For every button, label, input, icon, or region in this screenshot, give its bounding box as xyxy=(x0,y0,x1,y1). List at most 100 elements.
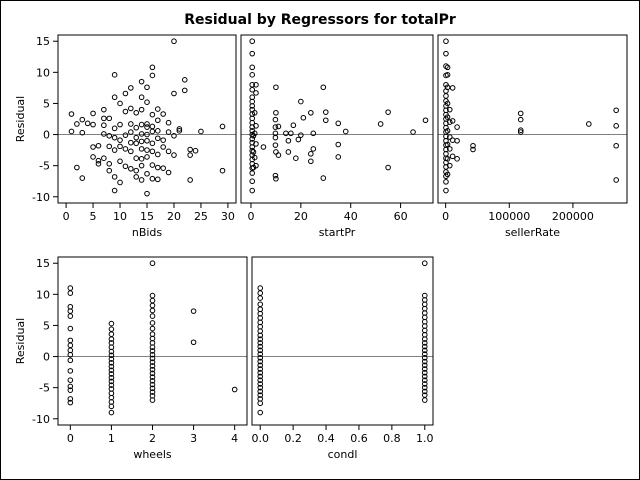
data-point xyxy=(444,171,451,178)
data-point xyxy=(273,109,279,116)
data-point xyxy=(68,128,75,135)
data-point xyxy=(257,392,264,398)
data-point xyxy=(449,118,456,124)
data-point xyxy=(149,381,156,388)
data-point xyxy=(257,301,264,308)
data-point xyxy=(101,122,107,129)
data-point xyxy=(449,85,456,91)
data-point xyxy=(67,342,74,349)
y-axis-label: Residual xyxy=(14,318,27,364)
data-point xyxy=(308,151,314,157)
data-point xyxy=(272,124,279,130)
data-point xyxy=(138,131,145,137)
data-point xyxy=(190,308,197,314)
data-point xyxy=(272,134,279,141)
data-point xyxy=(446,106,453,113)
data-point xyxy=(154,128,161,134)
data-point xyxy=(160,165,166,171)
data-point xyxy=(444,100,451,107)
data-point xyxy=(385,164,391,171)
x-tick-label: 2 xyxy=(149,432,156,445)
y-tick-label: -10 xyxy=(32,413,50,426)
y-tick-label: 10 xyxy=(36,288,50,301)
data-point xyxy=(251,109,258,116)
y-tick-label: -5 xyxy=(39,382,50,395)
data-point xyxy=(443,179,449,185)
data-point xyxy=(249,136,256,142)
x-axis-label: condl xyxy=(328,448,358,461)
data-point xyxy=(108,348,115,355)
data-point xyxy=(149,307,156,314)
data-point xyxy=(133,134,140,141)
data-point xyxy=(108,378,115,385)
data-point xyxy=(176,126,183,132)
data-point xyxy=(253,123,259,129)
x-tick-label: 200000 xyxy=(552,210,594,223)
data-point xyxy=(257,358,264,365)
data-point xyxy=(410,129,416,135)
data-point xyxy=(176,128,183,134)
data-point xyxy=(149,292,156,299)
data-point xyxy=(149,348,156,354)
data-point xyxy=(257,343,264,350)
data-point xyxy=(285,149,292,155)
panel-nBids: 0 5 10 15 20 25 30 nBids -10 -5 0 5 10 15 Residual xyxy=(14,34,237,239)
data-point xyxy=(421,355,428,361)
data-point xyxy=(249,170,256,176)
data-point xyxy=(108,359,115,366)
data-point xyxy=(275,123,282,130)
data-point xyxy=(251,154,258,161)
data-point xyxy=(249,86,256,93)
y-tick-label: -10 xyxy=(32,191,50,204)
data-point xyxy=(90,154,96,160)
data-point xyxy=(108,382,115,388)
x-tick-label: 30 xyxy=(221,210,235,223)
data-point xyxy=(260,144,267,150)
data-point xyxy=(106,133,113,139)
data-point xyxy=(144,154,150,160)
data-point xyxy=(613,107,619,114)
data-point xyxy=(106,161,113,167)
y-tick-label: 5 xyxy=(43,319,50,332)
panel-startPr: 0 20 40 60 startPr xyxy=(240,34,434,239)
data-point xyxy=(272,116,279,123)
data-point xyxy=(293,155,299,161)
data-point xyxy=(298,132,304,138)
data-point xyxy=(257,362,264,369)
data-point xyxy=(613,123,619,129)
data-point xyxy=(144,121,150,127)
data-point xyxy=(95,142,102,149)
data-point xyxy=(149,64,156,71)
data-point xyxy=(257,336,264,342)
data-point xyxy=(335,141,342,148)
data-point xyxy=(111,174,118,180)
data-point xyxy=(108,371,115,377)
data-point xyxy=(165,148,172,155)
data-point xyxy=(138,138,145,145)
data-point xyxy=(187,146,193,153)
data-point xyxy=(154,151,161,158)
data-point xyxy=(257,384,264,391)
data-point xyxy=(443,187,449,194)
data-point xyxy=(295,136,302,143)
data-point xyxy=(421,366,428,372)
y-tick-label: -5 xyxy=(39,160,50,173)
data-point xyxy=(138,78,145,85)
data-point xyxy=(586,121,592,127)
data-point xyxy=(128,165,134,172)
data-point xyxy=(298,98,304,105)
data-point xyxy=(67,337,74,344)
data-point xyxy=(320,175,327,181)
data-point xyxy=(444,64,451,71)
data-point xyxy=(149,389,156,395)
data-point xyxy=(95,157,102,164)
data-point xyxy=(249,178,256,185)
data-point xyxy=(335,120,342,127)
data-point xyxy=(273,84,279,91)
data-point xyxy=(257,377,264,384)
x-axis-label: startPr xyxy=(319,226,356,239)
x-tick-label: 60 xyxy=(394,210,408,223)
data-point xyxy=(111,147,118,153)
x-axis-label: nBids xyxy=(132,226,163,239)
